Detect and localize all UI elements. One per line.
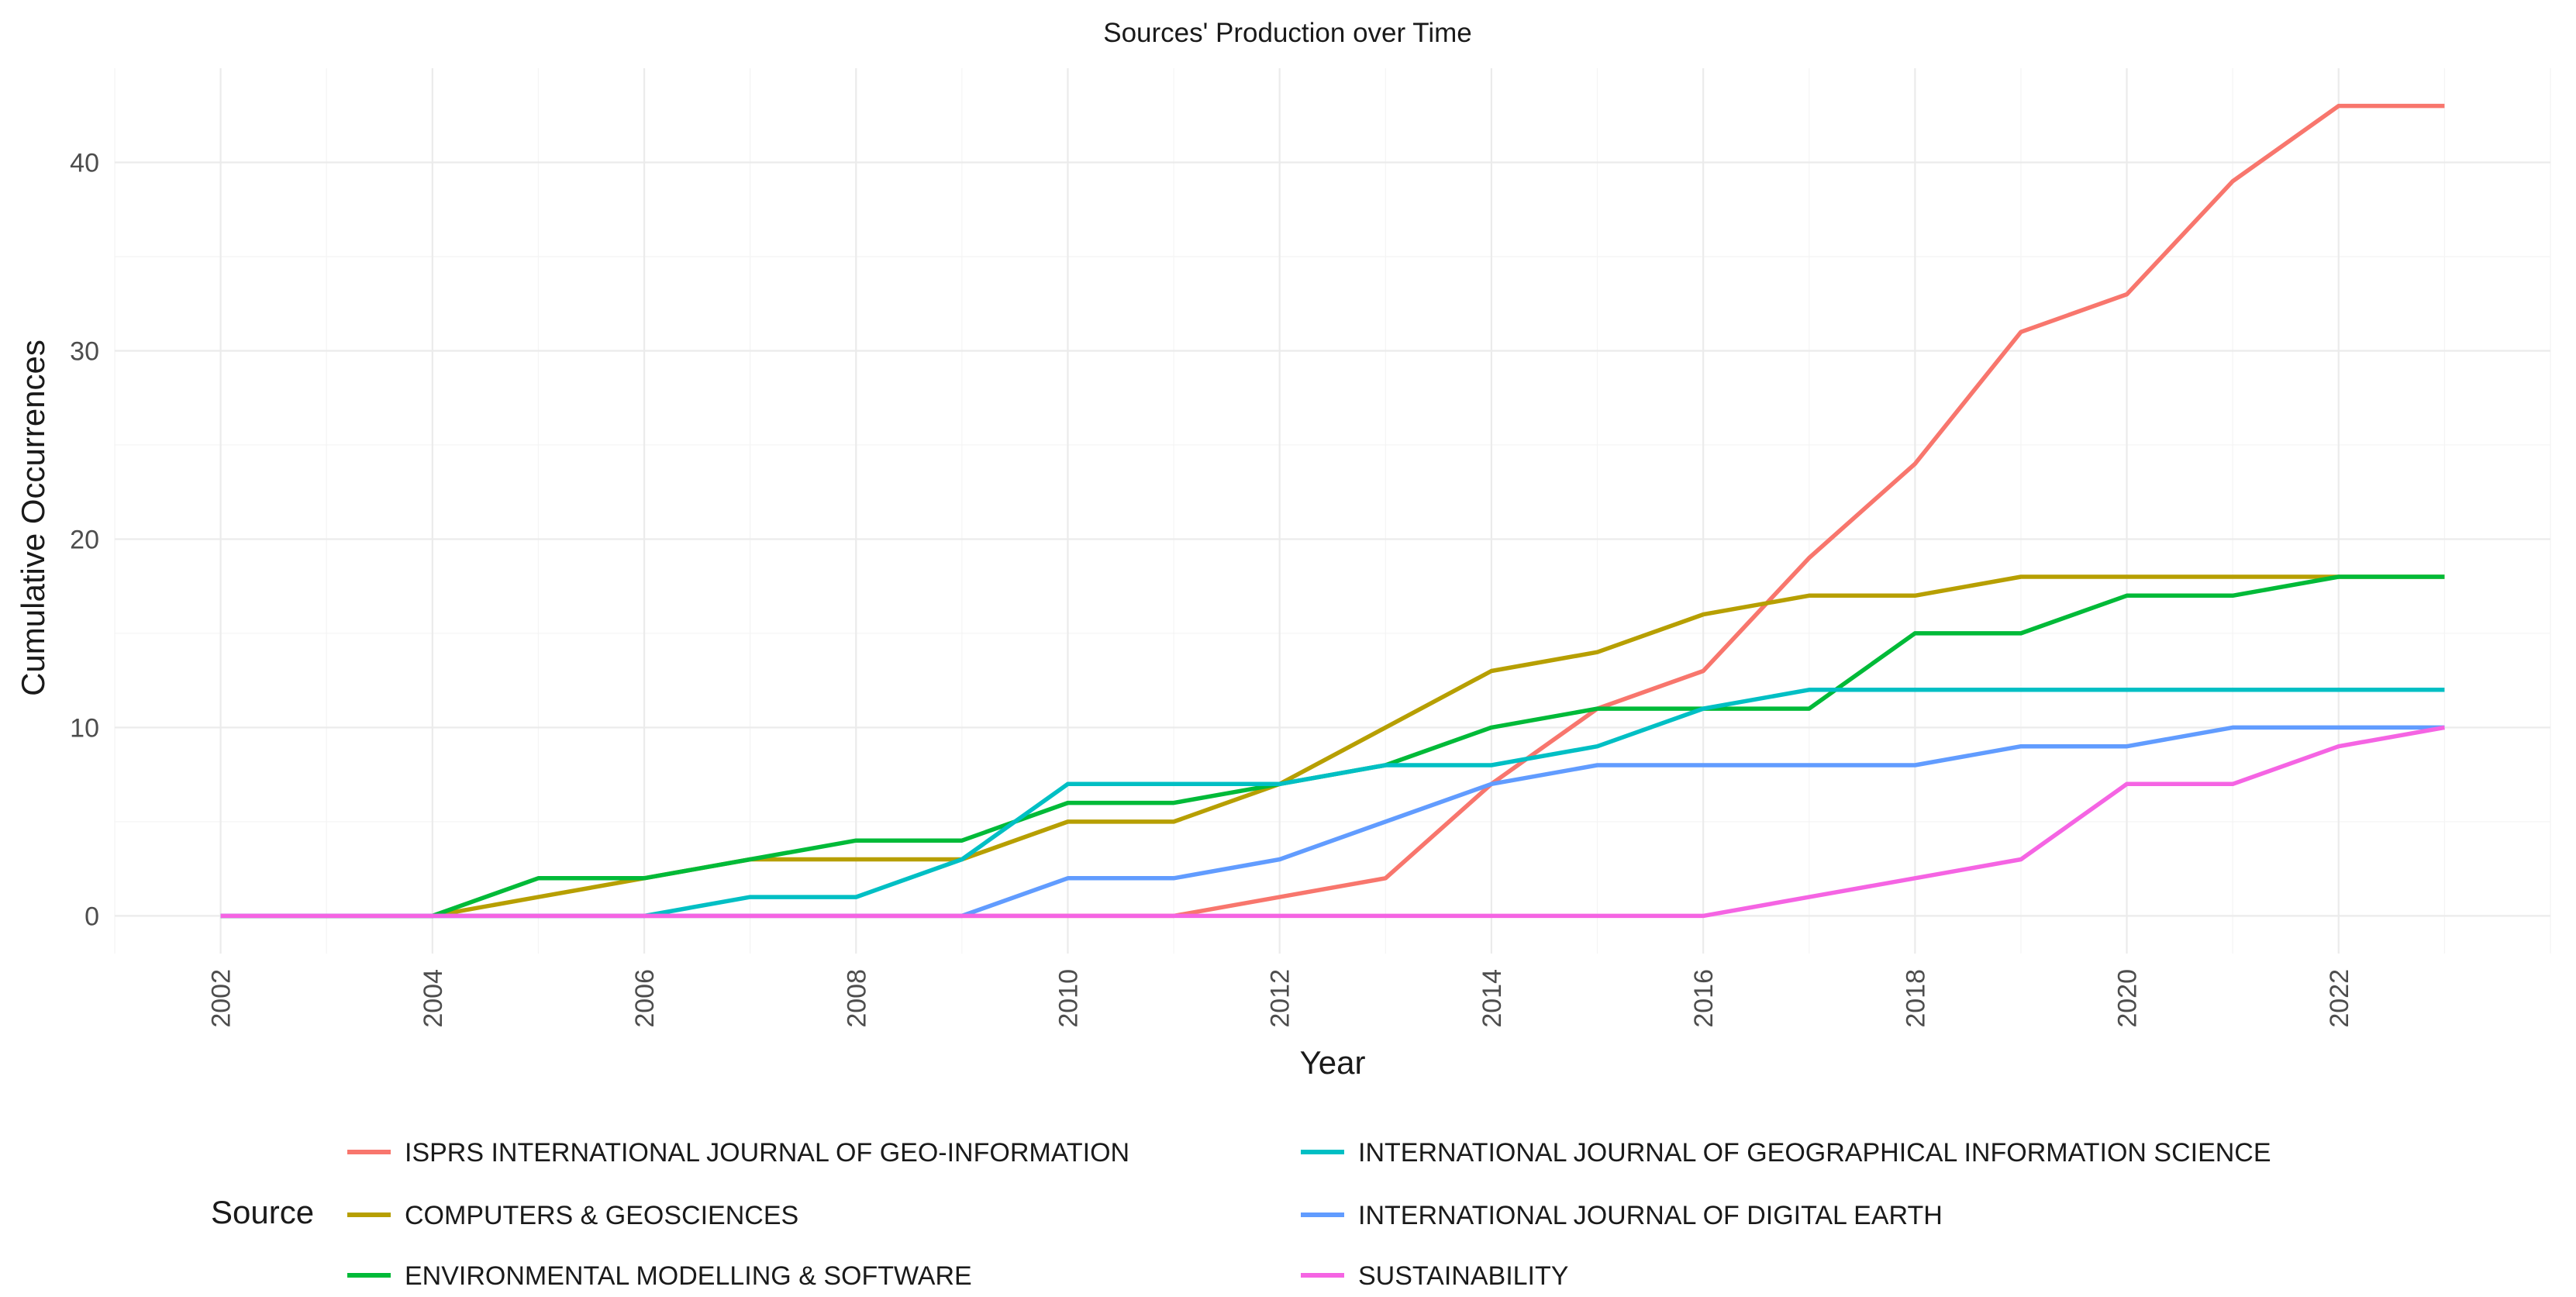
- y-tick-label: 0: [84, 902, 99, 931]
- series-line-5: [220, 725, 2445, 919]
- x-tick-label: 2002: [207, 969, 236, 1028]
- y-tick-label: 40: [70, 148, 99, 178]
- y-axis-title: Cumulative Occurrences: [15, 340, 51, 696]
- x-axis-title: Year: [1300, 1044, 1366, 1081]
- legend-label-2: ENVIRONMENTAL MODELLING & SOFTWARE: [405, 1261, 972, 1291]
- series-line-1: [220, 574, 2445, 919]
- legend-label-4: INTERNATIONAL JOURNAL OF DIGITAL EARTH: [1358, 1201, 1943, 1230]
- series-line-3: [220, 688, 2445, 919]
- legend-label-5: SUSTAINABILITY: [1358, 1261, 1568, 1291]
- x-tick-label: 2018: [1901, 969, 1930, 1028]
- y-tick-label: 10: [70, 713, 99, 743]
- legend-title: Source: [211, 1194, 314, 1230]
- y-tick-label: 20: [70, 525, 99, 554]
- x-axis-ticks: 2002 2004 2006 2008 2010 2012 2014 2016 2018 2020…: [207, 969, 2354, 1028]
- x-tick-label: 2012: [1266, 969, 1295, 1028]
- x-tick-label: 2010: [1054, 969, 1083, 1028]
- plot-grid: [114, 68, 2551, 954]
- y-axis-ticks: 0 10 20 30 40: [70, 148, 99, 931]
- x-tick-label: 2008: [842, 969, 871, 1028]
- legend-label-3: INTERNATIONAL JOURNAL OF GEOGRAPHICAL IN…: [1358, 1138, 2271, 1168]
- legend: ISPRS INTERNATIONAL JOURNAL OF GEO-INFOR…: [347, 1138, 2271, 1291]
- x-tick-label: 2004: [419, 969, 448, 1028]
- x-tick-label: 2020: [2113, 969, 2143, 1028]
- x-tick-label: 2014: [1478, 969, 1507, 1028]
- x-tick-label: 2016: [1689, 969, 1719, 1028]
- chart-title: Sources' Production over Time: [1103, 18, 1472, 48]
- legend-label-1: COMPUTERS & GEOSCIENCES: [405, 1201, 798, 1230]
- x-tick-label: 2022: [2325, 969, 2354, 1028]
- legend-label-0: ISPRS INTERNATIONAL JOURNAL OF GEO-INFOR…: [405, 1138, 1129, 1168]
- y-tick-label: 30: [70, 336, 99, 366]
- x-tick-label: 2006: [630, 969, 660, 1028]
- series-lines: [220, 103, 2445, 919]
